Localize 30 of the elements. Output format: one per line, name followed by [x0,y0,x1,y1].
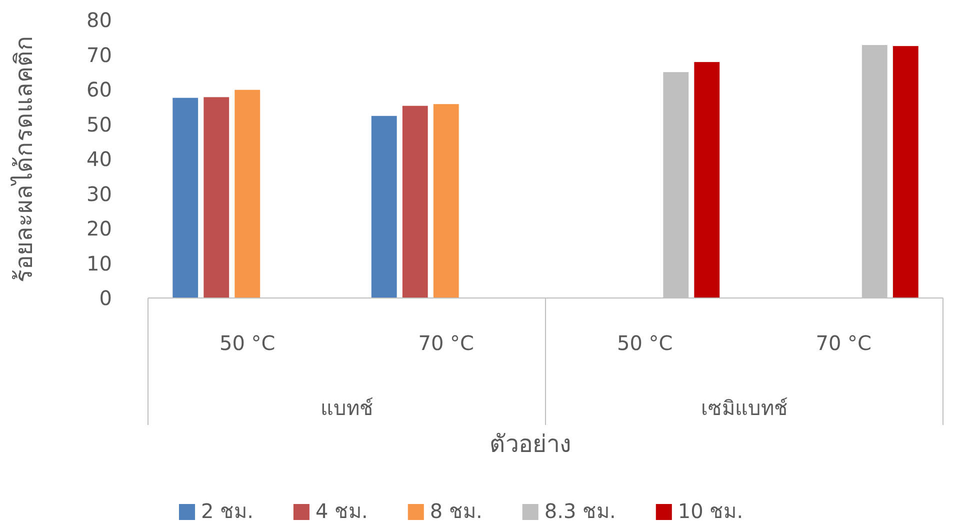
bar [694,62,720,298]
y-tick-label: 20 [86,216,112,240]
bar [371,116,397,298]
legend-label: 8.3 ชม. [544,499,616,523]
y-tick-label: 80 [86,8,112,32]
legend-label: 10 ชม. [678,499,744,523]
bar [234,90,260,298]
legend-label: 8 ชม. [430,499,482,523]
y-tick-label: 60 [86,78,112,102]
bar [204,97,230,298]
x-axis-title: ตัวอย่าง [490,430,572,458]
text: แบทช์ [320,396,374,420]
bar [433,104,459,298]
y-tick-label: 10 [86,251,112,276]
y-tick-label: 40 [86,147,112,171]
y-tick-label: 50 [86,112,112,136]
bar [402,106,428,298]
legend-label: 4 ชม. [315,499,368,523]
y-tick-label: 30 [86,182,112,206]
x-tick-label: 70 °C [816,331,872,355]
bar [892,46,918,298]
text: เซมิแบทช์ [700,396,788,420]
y-tick-label: 0 [99,286,112,310]
x-tick-label: 50 °C [616,331,673,355]
x-tick-label: 50 °C [219,331,276,355]
y-tick-label: 70 [86,42,112,67]
x-tick-label: 70 °C [418,331,474,355]
legend-label: 2 ชม. [201,499,254,523]
bar [172,98,198,298]
y-axis-title: ร้อยละผลได้กรดแลคติก [10,36,38,282]
